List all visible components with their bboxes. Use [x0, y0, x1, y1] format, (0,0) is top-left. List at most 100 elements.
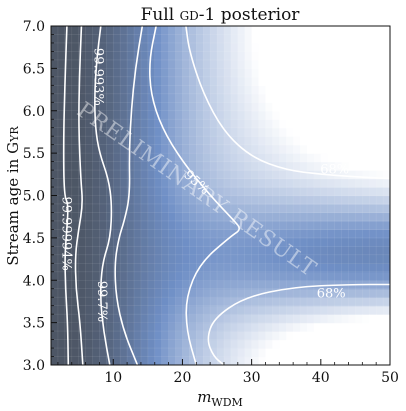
heatmap-cell — [113, 34, 121, 44]
heatmap-cell — [168, 170, 177, 180]
heatmap-cell — [217, 195, 225, 205]
heatmap-cell — [376, 144, 384, 154]
heatmap-cell — [99, 339, 107, 349]
heatmap-cell — [258, 170, 267, 180]
heatmap-cell — [279, 271, 287, 281]
heatmap-cell — [127, 76, 135, 86]
heatmap-cell — [85, 297, 94, 307]
heatmap-cell — [140, 203, 149, 214]
heatmap-cell — [362, 51, 370, 61]
heatmap-cell — [362, 93, 370, 103]
heatmap-cell — [383, 85, 390, 95]
heatmap-cell — [300, 297, 308, 307]
heatmap-cell — [64, 263, 73, 273]
heatmap-cell — [341, 34, 350, 44]
heatmap-cell — [210, 170, 218, 180]
heatmap-cell — [154, 246, 163, 256]
heatmap-cell — [120, 136, 128, 146]
heatmap-cell — [265, 34, 273, 44]
heatmap-cell — [99, 68, 107, 78]
heatmap-cell — [106, 280, 114, 290]
heatmap-cell — [92, 26, 101, 36]
heatmap-cell — [113, 51, 121, 61]
heatmap-cell — [251, 356, 260, 365]
grid-lines — [51, 26, 390, 365]
heatmap-cell — [265, 144, 273, 154]
heatmap-cell — [106, 195, 114, 205]
heatmap-cell — [161, 195, 170, 205]
heatmap-cell — [348, 263, 357, 273]
heatmap-cell — [196, 254, 204, 264]
heatmap-cell — [258, 348, 267, 358]
heatmap-cell — [320, 144, 329, 154]
heatmap-cell — [92, 212, 101, 222]
heatmap-cell — [161, 297, 170, 307]
heatmap-cell — [168, 59, 177, 69]
heatmap-cell — [327, 110, 336, 120]
heatmap-cell — [175, 178, 184, 188]
heatmap-cell — [196, 102, 204, 112]
heatmap-cell — [348, 271, 357, 281]
heatmap-cell — [362, 34, 370, 44]
heatmap-cell — [71, 68, 80, 78]
heatmap-cell — [189, 220, 197, 230]
heatmap-cell — [154, 76, 163, 86]
heatmap-cell — [182, 42, 190, 53]
heatmap-cell — [362, 263, 370, 273]
heatmap-cell — [237, 356, 246, 365]
heatmap-cell — [147, 254, 156, 264]
heatmap-cell — [113, 280, 121, 290]
heatmap-cell — [334, 161, 343, 171]
heatmap-cell — [300, 26, 308, 36]
heatmap-cell — [203, 34, 211, 44]
heatmap-cell — [85, 93, 94, 103]
heatmap-cell — [134, 178, 142, 188]
heatmap-cell — [279, 76, 287, 86]
heatmap-cell — [64, 280, 73, 290]
heatmap-cell — [203, 136, 211, 146]
heatmap-cell — [210, 119, 218, 129]
heatmap-cell — [210, 68, 218, 78]
heatmap-cell — [376, 195, 384, 205]
heatmap-cell — [71, 229, 80, 239]
heatmap-cell — [78, 102, 87, 112]
heatmap-cell — [258, 322, 267, 332]
heatmap-cell — [383, 246, 390, 256]
heatmap-cell — [293, 51, 301, 61]
heatmap-cell — [383, 127, 390, 137]
heatmap-cell — [279, 170, 287, 180]
heatmap-cell — [279, 187, 287, 197]
heatmap-cell — [355, 42, 363, 53]
heatmap-cell — [134, 203, 142, 214]
heatmap-cell — [85, 195, 94, 205]
heatmap-cell — [113, 85, 121, 95]
heatmap-cell — [355, 76, 363, 86]
heatmap-cell — [134, 144, 142, 154]
heatmap-cell — [341, 178, 350, 188]
heatmap-cell — [300, 153, 308, 163]
heatmap-cell — [210, 220, 218, 230]
heatmap-cell — [147, 356, 156, 365]
heatmap-cell — [175, 339, 184, 349]
heatmap-cell — [175, 220, 184, 230]
heatmap-cell — [92, 305, 101, 315]
heatmap-cell — [134, 153, 142, 163]
heatmap-cell — [51, 297, 59, 307]
heatmap-cell — [355, 339, 363, 349]
heatmap-cell — [348, 68, 357, 78]
heatmap-cell — [244, 229, 253, 239]
heatmap-cell — [230, 331, 239, 341]
heatmap-cell — [51, 93, 59, 103]
heatmap-cell — [348, 102, 357, 112]
heatmap-cell — [334, 356, 343, 365]
heatmap-cell — [147, 76, 156, 86]
heatmap-cell — [71, 203, 80, 214]
heatmap-cell — [99, 153, 107, 163]
heatmap-cell — [300, 356, 308, 365]
heatmap-cell — [78, 110, 87, 120]
heatmap-cell — [286, 314, 294, 324]
heatmap-cell — [57, 153, 66, 163]
heatmap-cell — [313, 42, 322, 53]
heatmap-cell — [134, 246, 142, 256]
heatmap-cell — [134, 187, 142, 197]
